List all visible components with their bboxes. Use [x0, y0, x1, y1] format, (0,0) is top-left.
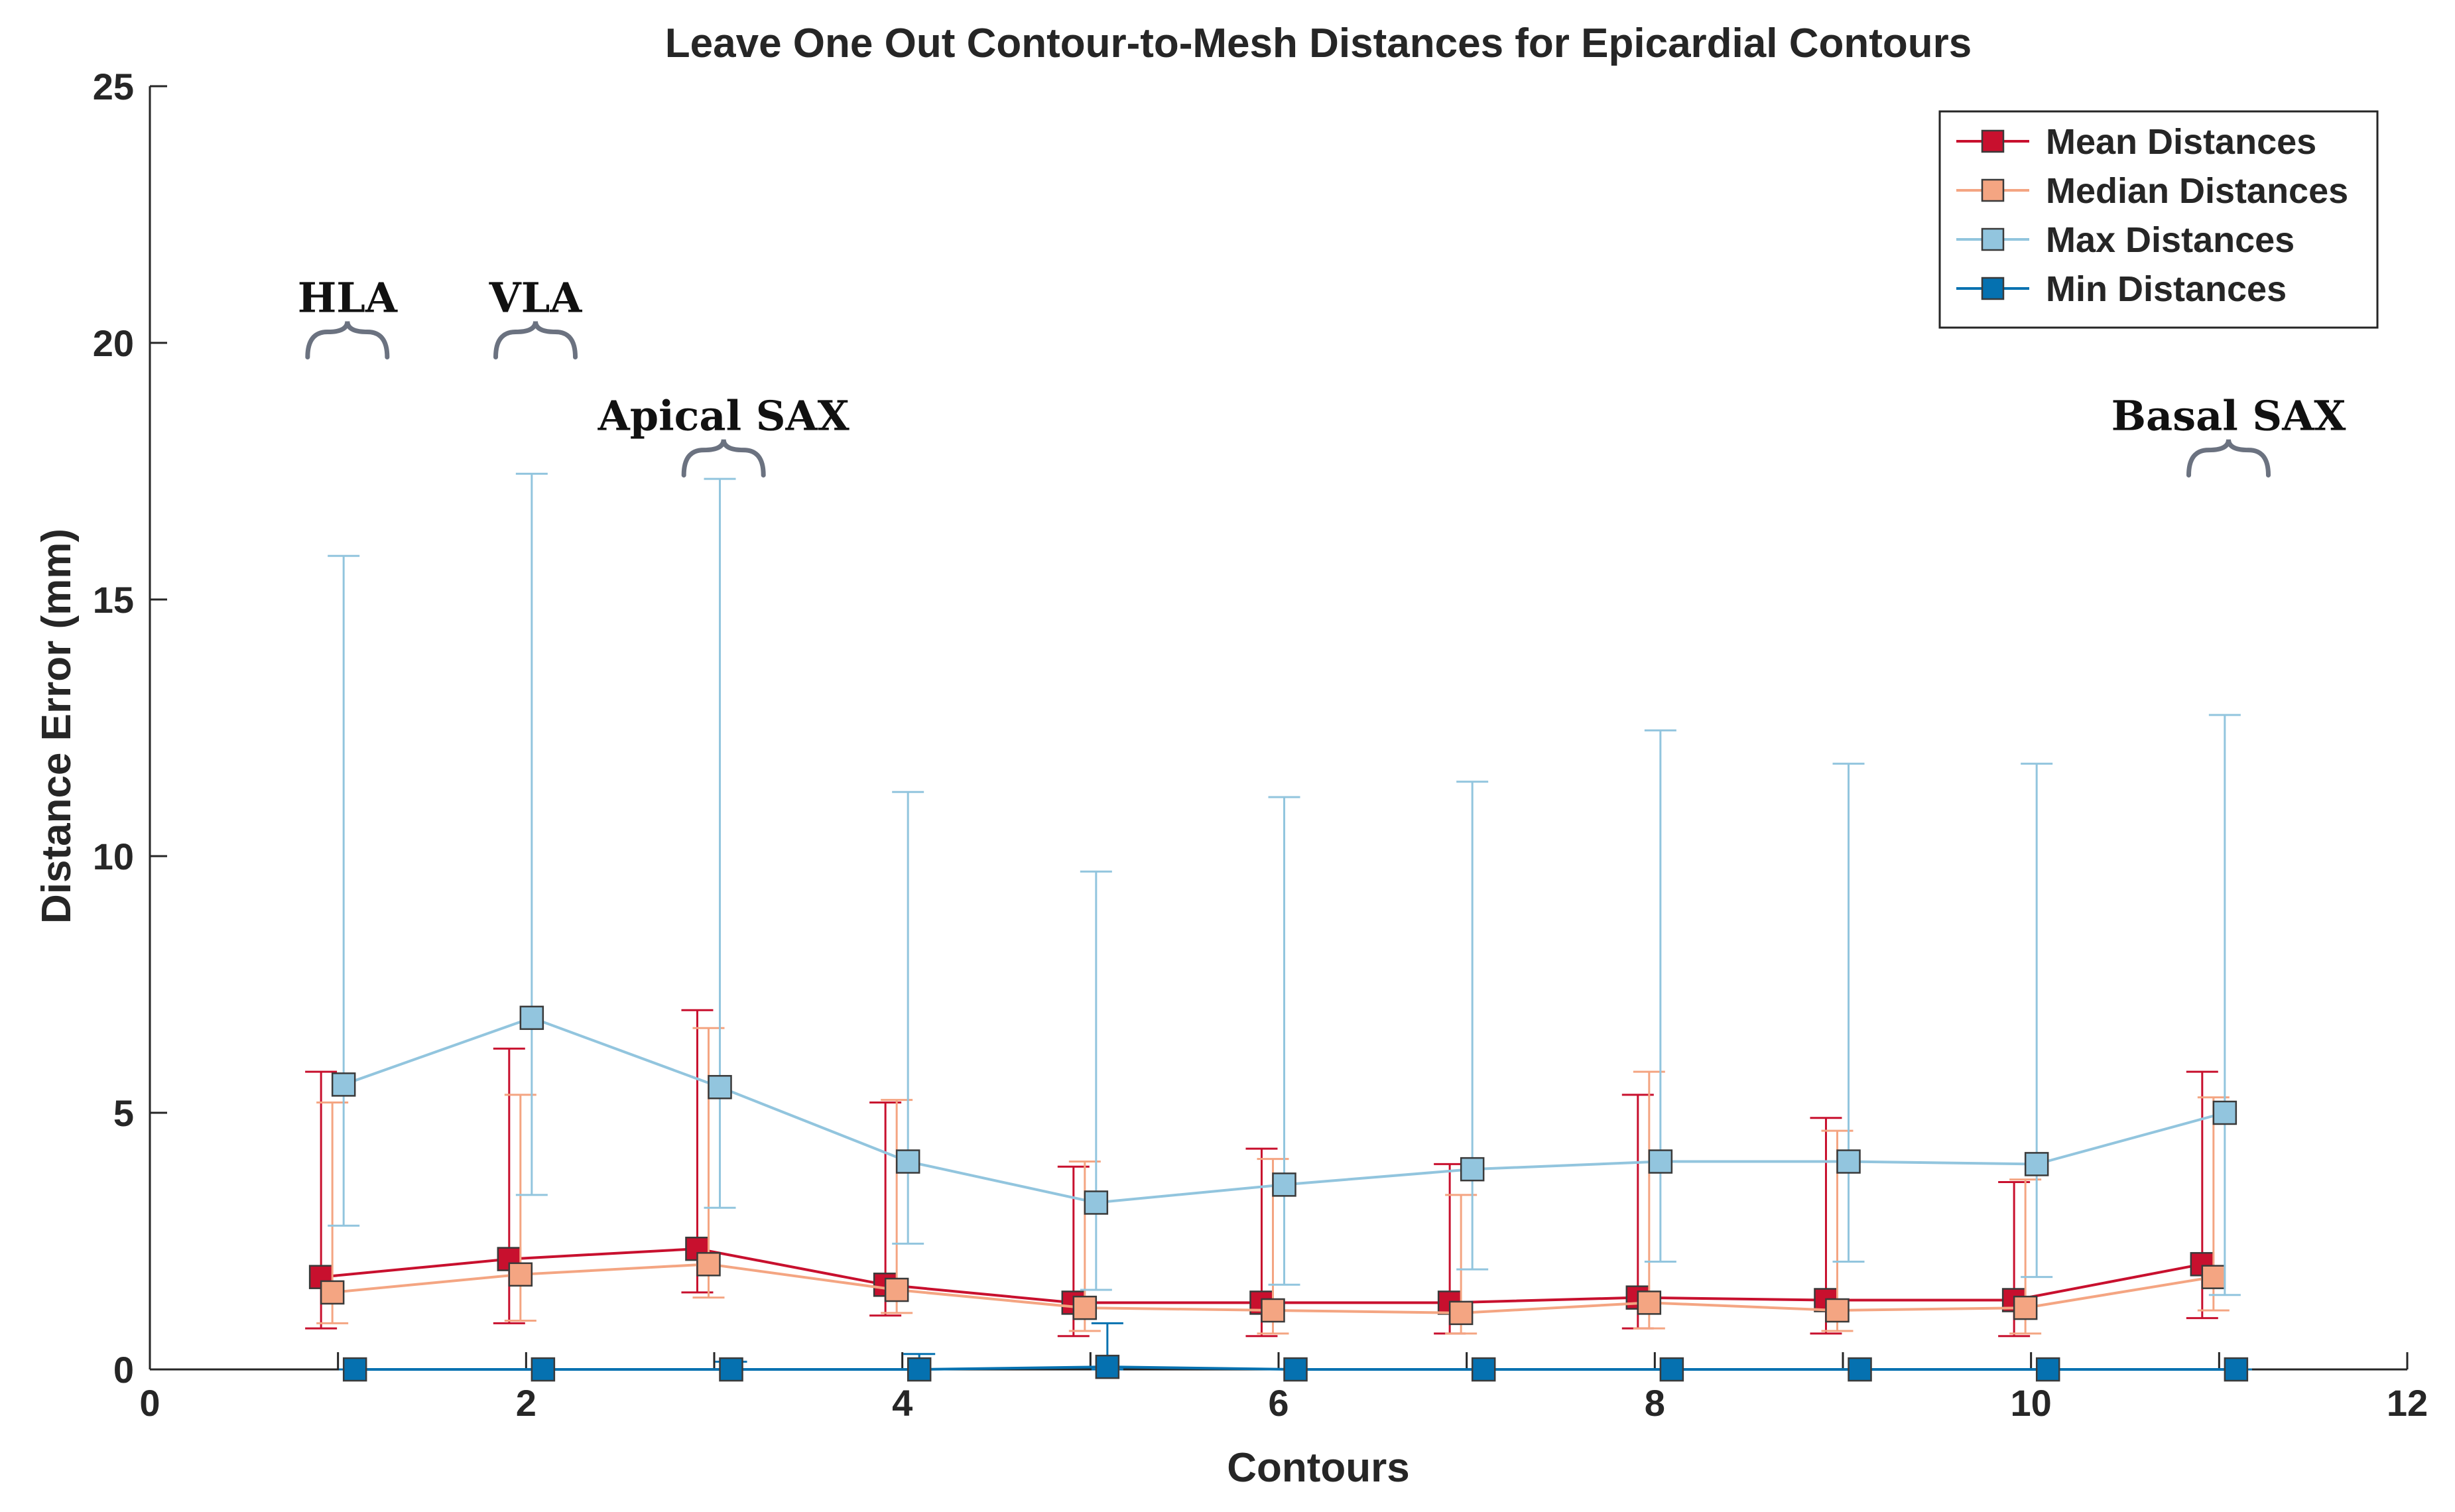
- plot-area: 0 2 4 6 8 10 12 0 5 10 15 20 25 HLA VLA Apical SAX Basal…: [93, 66, 2428, 1424]
- x-tick-label: 0: [139, 1382, 160, 1424]
- y-tick-label: 5: [113, 1092, 134, 1134]
- legend-box: [1938, 110, 2379, 329]
- legend-marker: [1981, 227, 2005, 251]
- data-point: [884, 1277, 909, 1302]
- y-tick-label: 25: [93, 66, 134, 107]
- data-point: [2035, 1357, 2060, 1382]
- data-point: [1448, 1300, 1474, 1326]
- data-point: [719, 1357, 743, 1382]
- annotation-brace: [2186, 439, 2271, 478]
- y-tick-label: 0: [113, 1349, 134, 1391]
- annotation-brace: [305, 321, 390, 360]
- data-point: [1471, 1357, 1496, 1382]
- data-point: [2024, 1152, 2049, 1176]
- x-tick-label: 4: [892, 1382, 913, 1424]
- x-axis-label: Contours: [1227, 1445, 1410, 1491]
- legend-marker: [1981, 277, 2005, 300]
- annotation-label: HLA: [298, 274, 398, 322]
- data-point: [1084, 1190, 1109, 1215]
- data-point: [320, 1280, 345, 1305]
- y-tick-label: 20: [93, 322, 134, 364]
- y-axis-label: Distance Error (mm): [34, 529, 80, 924]
- data-point: [1095, 1354, 1120, 1379]
- legend: Mean Distances Median Distances Max Distan…: [1938, 110, 2379, 329]
- annotation-label: VLA: [489, 274, 583, 322]
- legend-label: Max Distances: [2046, 220, 2295, 260]
- series-min-distances: [339, 1322, 2252, 1382]
- data-point: [1825, 1298, 1850, 1323]
- x-tick-label: 10: [2011, 1382, 2052, 1424]
- data-point: [331, 1072, 356, 1097]
- data-point: [1836, 1149, 1861, 1174]
- data-point: [696, 1252, 721, 1277]
- series-max-distances: [328, 472, 2241, 1296]
- data-point: [708, 1075, 732, 1100]
- series-median-distances: [316, 1027, 2230, 1335]
- data-point: [1848, 1357, 1872, 1382]
- data-point: [342, 1357, 367, 1382]
- data-point: [508, 1262, 533, 1287]
- chart-title: Leave One Out Contour-to-Mesh Distances …: [665, 21, 1972, 66]
- data-point: [1460, 1157, 1485, 1182]
- data-point: [1272, 1172, 1296, 1197]
- annotation-brace: [493, 321, 578, 360]
- data-point: [1648, 1149, 1673, 1174]
- annotation-brace: [681, 439, 766, 478]
- legend-label: Mean Distances: [2046, 122, 2316, 162]
- x-tick-label: 8: [1645, 1382, 1665, 1424]
- data-point: [1637, 1291, 1662, 1315]
- y-tick-label: 15: [93, 579, 134, 621]
- data-point: [531, 1357, 556, 1382]
- x-tick-label: 12: [2387, 1382, 2428, 1424]
- legend-marker: [1981, 129, 2005, 153]
- data-point: [907, 1357, 932, 1382]
- data-point: [895, 1149, 920, 1174]
- data-point: [2201, 1265, 2226, 1289]
- x-tick-label: 2: [516, 1382, 536, 1424]
- data-point: [1072, 1295, 1098, 1320]
- y-tick-label: 10: [93, 836, 134, 877]
- annotation-label: Apical SAX: [598, 392, 850, 440]
- data-point: [1283, 1357, 1308, 1382]
- data-point: [519, 1005, 544, 1031]
- x-tick-label: 6: [1268, 1382, 1289, 1424]
- annotation-label: Basal SAX: [2111, 392, 2347, 440]
- legend-marker: [1981, 178, 2005, 202]
- data-point: [2013, 1295, 2038, 1320]
- data-point: [2212, 1100, 2237, 1125]
- data-point: [1261, 1298, 1285, 1323]
- data-point: [2224, 1357, 2249, 1382]
- legend-label: Median Distances: [2046, 171, 2348, 211]
- data-point: [1659, 1357, 1684, 1382]
- legend-label: Min Distances: [2046, 269, 2287, 309]
